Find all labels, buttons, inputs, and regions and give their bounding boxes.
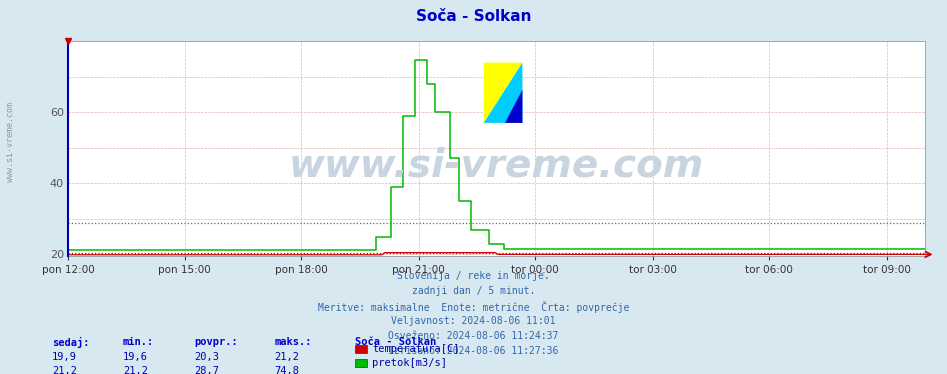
Text: 21,2: 21,2 bbox=[123, 366, 148, 374]
Text: povpr.:: povpr.: bbox=[194, 337, 238, 347]
Text: Osveženo: 2024-08-06 11:24:37: Osveženo: 2024-08-06 11:24:37 bbox=[388, 331, 559, 341]
Text: 74,8: 74,8 bbox=[275, 366, 299, 374]
Text: Slovenija / reke in morje.: Slovenija / reke in morje. bbox=[397, 271, 550, 281]
Text: sedaj:: sedaj: bbox=[52, 337, 90, 348]
Text: 19,9: 19,9 bbox=[52, 352, 77, 362]
Polygon shape bbox=[484, 63, 523, 123]
Text: 21,2: 21,2 bbox=[52, 366, 77, 374]
Text: Meritve: maksimalne  Enote: metrične  Črta: povprečje: Meritve: maksimalne Enote: metrične Črta… bbox=[318, 301, 629, 313]
Text: Soča - Solkan: Soča - Solkan bbox=[416, 9, 531, 24]
Text: 20,3: 20,3 bbox=[194, 352, 219, 362]
Text: min.:: min.: bbox=[123, 337, 154, 347]
Text: Veljavnost: 2024-08-06 11:01: Veljavnost: 2024-08-06 11:01 bbox=[391, 316, 556, 326]
Text: zadnji dan / 5 minut.: zadnji dan / 5 minut. bbox=[412, 286, 535, 296]
Text: 21,2: 21,2 bbox=[275, 352, 299, 362]
Text: temperatura[C]: temperatura[C] bbox=[372, 344, 459, 354]
Text: pretok[m3/s]: pretok[m3/s] bbox=[372, 358, 447, 368]
Text: Soča - Solkan: Soča - Solkan bbox=[355, 337, 437, 347]
Text: www.si-vreme.com: www.si-vreme.com bbox=[289, 147, 705, 185]
Text: 28,7: 28,7 bbox=[194, 366, 219, 374]
Polygon shape bbox=[484, 63, 523, 123]
Text: maks.:: maks.: bbox=[275, 337, 313, 347]
Text: www.si-vreme.com: www.si-vreme.com bbox=[6, 102, 15, 182]
Text: 19,6: 19,6 bbox=[123, 352, 148, 362]
Text: Izrisano: 2024-08-06 11:27:36: Izrisano: 2024-08-06 11:27:36 bbox=[388, 346, 559, 356]
Polygon shape bbox=[505, 90, 523, 123]
